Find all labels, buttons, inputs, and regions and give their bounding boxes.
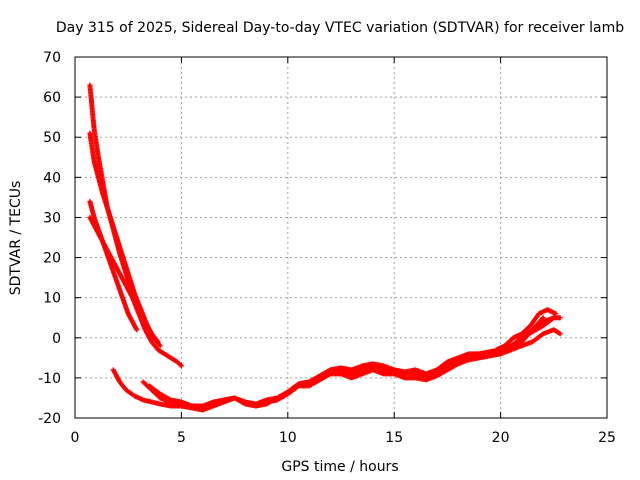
y-tick-label: 50 [43,130,61,146]
y-tick-label: 30 [43,210,61,226]
y-tick-label: 0 [52,331,61,347]
data-series [87,82,563,413]
y-tick-label: 20 [43,251,61,267]
y-tick-label: -10 [38,371,61,387]
data-point [178,363,184,369]
data-point [155,339,161,345]
x-tick-label: 20 [492,430,510,446]
y-tick-label: 60 [43,90,61,106]
x-tick-label: 25 [598,430,616,446]
y-tick-label: 70 [43,50,61,66]
plot-frame [74,56,608,419]
data-point [134,327,140,333]
data-point [157,343,163,349]
series-track-9 [493,307,559,353]
chart-title: Day 315 of 2025, Sidereal Day-to-day VTE… [56,20,624,36]
y-tick-label: 40 [43,170,61,186]
data-point [553,311,559,317]
x-tick-label: 10 [279,430,297,446]
axis-ticks: 0 5 10 15 20 25 -20 -10 0 10 20 30 40 50 60 70 [38,50,616,446]
data-point [557,331,563,337]
x-tick-label: 0 [71,430,80,446]
y-tick-label: -20 [38,411,61,427]
x-tick-label: 15 [385,430,403,446]
data-point [557,315,563,321]
grid-lines [75,57,607,418]
x-axis-label: GPS time / hours [281,459,398,475]
y-tick-label: 10 [43,291,61,307]
series-track-4 [87,214,161,345]
y-axis-label: SDTVAR / TECUs [8,181,24,296]
x-tick-label: 5 [177,430,186,446]
